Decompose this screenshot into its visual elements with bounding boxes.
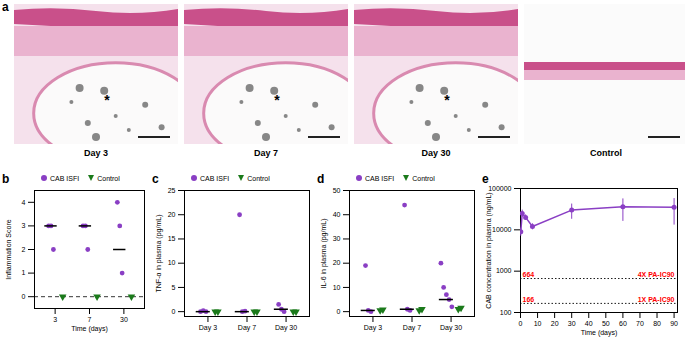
html-text:a: a [2,0,9,14]
svg-text:IL-6 in plasma (pg/mL): IL-6 in plasma (pg/mL) [320,218,328,288]
html-text:Day 7: Day 7 [254,148,278,158]
svg-text:Time (days): Time (days) [581,329,618,337]
svg-text:30: 30 [568,320,576,327]
svg-text:0: 0 [519,320,523,327]
svg-text:60: 60 [619,320,627,327]
svg-text:Day 3: Day 3 [199,324,217,332]
svg-text:7: 7 [88,316,92,323]
svg-text:Day 7: Day 7 [403,324,421,332]
svg-text:40: 40 [585,320,593,327]
svg-text:10: 10 [168,259,176,266]
svg-text:20: 20 [333,259,341,266]
svg-text:Time (days): Time (days) [71,325,108,333]
svg-text:70: 70 [636,320,644,327]
html-text:CAB ISFI: CAB ISFI [200,174,230,182]
svg-text:5: 5 [172,284,176,291]
svg-text:20: 20 [551,320,559,327]
svg-text:15: 15 [168,235,176,242]
svg-text:1X PA-IC90: 1X PA-IC90 [638,296,675,303]
svg-text:20: 20 [168,211,176,218]
svg-text:Day 3: Day 3 [364,324,382,332]
svg-text:10: 10 [333,284,341,291]
svg-text:3: 3 [53,316,57,323]
svg-text:0: 0 [172,308,176,315]
svg-text:30: 30 [120,316,128,323]
svg-text:0: 0 [337,308,341,315]
svg-text:4: 4 [22,199,26,206]
svg-text:50: 50 [602,320,610,327]
html-text:Day 3: Day 3 [84,148,108,158]
svg-text:3: 3 [22,222,26,229]
svg-text:Day 7: Day 7 [238,324,256,332]
svg-text:0: 0 [22,293,26,300]
svg-text:*: * [444,92,450,108]
svg-text:CAB concentration in plasma (n: CAB concentration in plasma (ng/mL) [485,192,493,308]
svg-text:100: 100 [500,309,512,316]
svg-text:2: 2 [22,246,26,253]
html-text:b: b [2,172,10,186]
svg-text:1000: 1000 [496,267,512,274]
svg-text:25: 25 [168,187,176,194]
svg-text:166: 166 [523,296,535,303]
svg-text:1: 1 [22,269,26,276]
svg-text:80: 80 [653,320,661,327]
svg-text:TNF-α in plasma (pg/mL): TNF-α in plasma (pg/mL) [155,215,163,293]
html-text:c: c [152,172,159,186]
svg-text:4X PA-IC90: 4X PA-IC90 [638,271,675,278]
svg-text:Inflammation Score: Inflammation Score [5,219,12,279]
html-text:CAB ISFI: CAB ISFI [365,174,395,182]
html-text:d: d [317,172,325,186]
html-text:CAB ISFI: CAB ISFI [50,174,80,182]
html-text:Control: Control [97,174,120,182]
html-text:Control: Control [412,174,435,182]
svg-text:10: 10 [534,320,542,327]
svg-text:*: * [104,92,110,108]
html-text:Control: Control [590,148,622,158]
html-text:e: e [482,172,489,186]
svg-text:10000: 10000 [492,226,512,233]
svg-text:50: 50 [333,187,341,194]
svg-text:30: 30 [333,235,341,242]
svg-text:100000: 100000 [488,185,511,192]
svg-text:40: 40 [333,211,341,218]
html-text:Day 30: Day 30 [421,148,451,158]
svg-text:Day 30: Day 30 [440,324,462,332]
html-text:Control: Control [247,174,270,182]
svg-text:Day 30: Day 30 [275,324,297,332]
svg-text:*: * [274,92,280,108]
svg-text:90: 90 [670,320,678,327]
svg-text:664: 664 [523,271,535,278]
